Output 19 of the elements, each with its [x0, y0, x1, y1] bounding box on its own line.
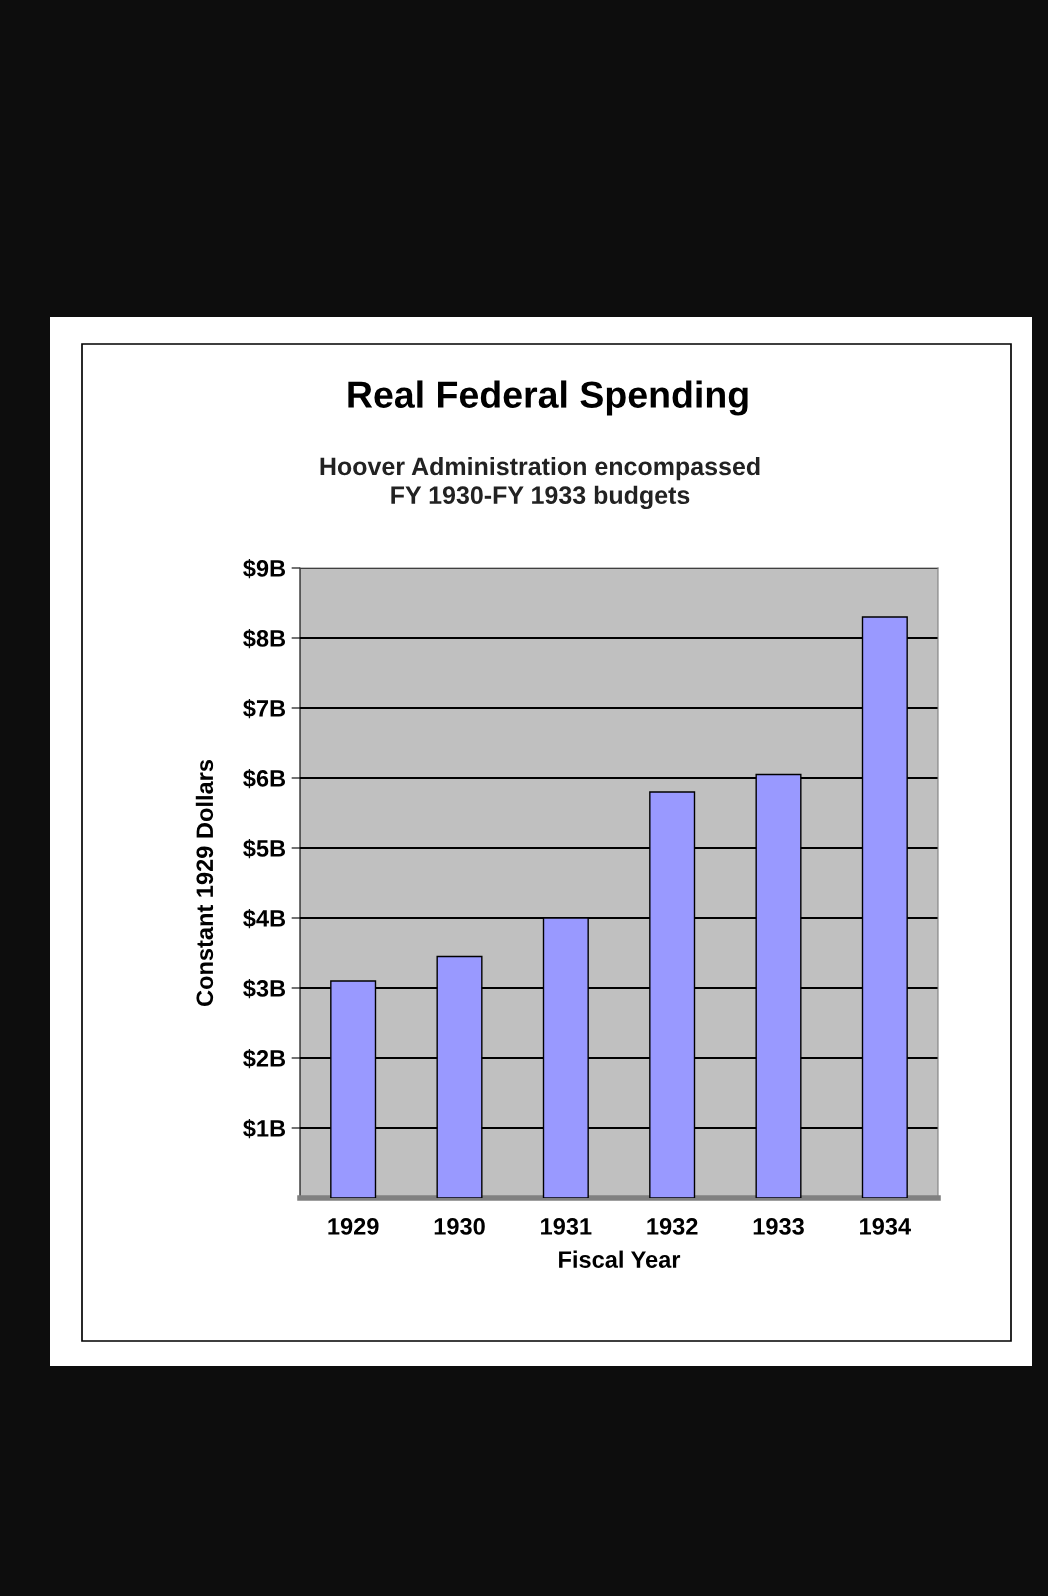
x-tick-label: 1930 — [434, 1218, 485, 1235]
y-axis-title: Constant 1929 Dollars — [195, 759, 214, 1007]
y-tick-label: $3B — [243, 979, 286, 999]
y-tick-label: $9B — [243, 559, 286, 579]
chart-title: Real Federal Spending — [348, 380, 748, 416]
y-tick-label: $8B — [243, 629, 286, 649]
x-axis-title: Fiscal Year — [559, 1250, 681, 1268]
y-tick-label: $4B — [243, 909, 286, 929]
y-tick-label: $5B — [243, 839, 286, 859]
y-tick-label: $1B — [243, 1119, 286, 1139]
y-tick-label: $7B — [243, 699, 286, 719]
x-tick-label: 1933 — [753, 1218, 804, 1235]
y-tick-label: $2B — [243, 1049, 286, 1069]
chart-subtitle: Hoover Administration encompassed FY 1930-FY 1933 budgets — [320, 456, 760, 510]
x-tick-label: 1934 — [860, 1218, 911, 1235]
y-tick-label: $6B — [243, 769, 286, 789]
x-tick-label: 1929 — [328, 1218, 379, 1235]
x-tick-label: 1932 — [647, 1218, 698, 1235]
x-tick-label: 1931 — [541, 1218, 592, 1235]
